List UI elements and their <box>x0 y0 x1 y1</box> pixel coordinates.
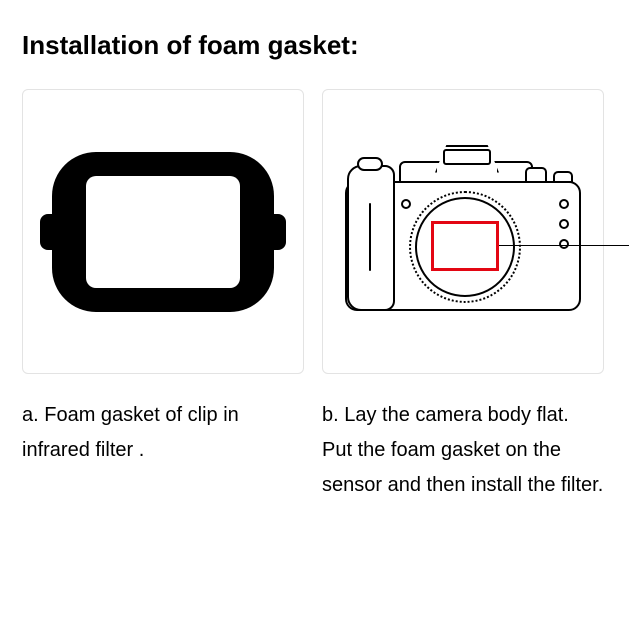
panel-gasket <box>22 89 304 374</box>
caption-a: a. Foam gasket of clip in infrared filte… <box>22 398 304 503</box>
sensor-highlight <box>431 221 499 271</box>
foam-gasket-icon <box>52 152 274 312</box>
panel-camera <box>322 89 604 374</box>
camera-diagram-icon <box>345 147 581 317</box>
caption-b: b. Lay the camera body flat. Put the foa… <box>322 398 604 503</box>
panel-row <box>22 89 618 374</box>
pointer-line <box>499 245 629 246</box>
caption-row: a. Foam gasket of clip in infrared filte… <box>22 398 618 503</box>
page-title: Installation of foam gasket: <box>22 30 618 61</box>
